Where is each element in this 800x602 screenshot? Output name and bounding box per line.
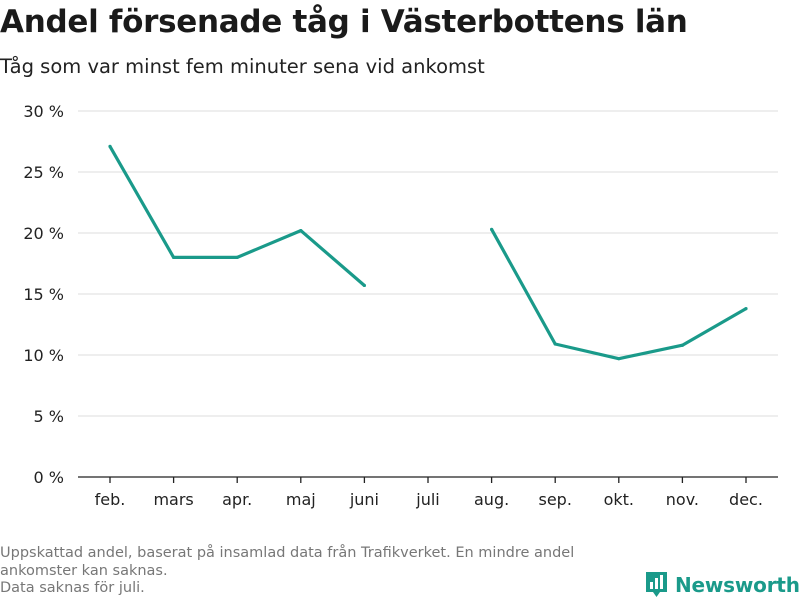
x-tick-label: juni [349, 490, 379, 509]
series-line [108, 145, 747, 361]
data-point [108, 144, 112, 148]
line-chart: 0 % 5 % 10 % 15 % 20 % 25 % 30 % feb. mars apr. m… [23, 102, 778, 509]
data-point [235, 255, 239, 259]
y-tick-label: 10 % [23, 346, 64, 365]
x-tick-label: juli [415, 490, 439, 509]
data-point [362, 283, 366, 288]
data-point [299, 228, 303, 233]
x-tick-label: dec. [729, 490, 763, 509]
data-point [553, 342, 557, 346]
data-point [172, 255, 176, 259]
data-point [617, 357, 621, 361]
brand-logo: Newsworthy [644, 568, 800, 602]
footnote: Uppskattad andel, baserat på insamlad da… [0, 545, 640, 598]
data-point [490, 227, 494, 231]
y-tick-label: 20 % [23, 224, 64, 243]
x-tick-label: sep. [538, 490, 571, 509]
footnote-line-1: Uppskattad andel, baserat på insamlad da… [0, 545, 575, 561]
footnote-line-2: ankomster kan saknas. [0, 562, 168, 579]
x-tick-label: apr. [222, 490, 252, 509]
newsworthy-logo-icon [646, 572, 667, 597]
x-tick-label: feb. [95, 490, 126, 509]
footnote-line-3: Data saknas för juli. [0, 580, 145, 596]
x-tick-label: nov. [666, 490, 699, 509]
chart-title: Andel försenade tåg i Västerbottens län [0, 4, 688, 40]
x-tick-label: maj [286, 490, 316, 509]
y-tick-label: 30 % [23, 102, 64, 121]
chart-subtitle: Tåg som var minst fem minuter sena vid a… [0, 55, 485, 78]
x-tick-label: aug. [474, 490, 509, 509]
y-tick-label: 25 % [23, 163, 64, 182]
y-tick-label: 0 % [34, 468, 64, 487]
x-tick-label: mars [153, 490, 193, 509]
data-point [680, 343, 685, 347]
x-tick-label: okt. [604, 490, 634, 509]
y-tick-label: 5 % [34, 407, 64, 426]
data-point [744, 307, 748, 311]
y-tick-label: 15 % [23, 285, 64, 304]
brand-name: Newsworthy [675, 573, 800, 597]
